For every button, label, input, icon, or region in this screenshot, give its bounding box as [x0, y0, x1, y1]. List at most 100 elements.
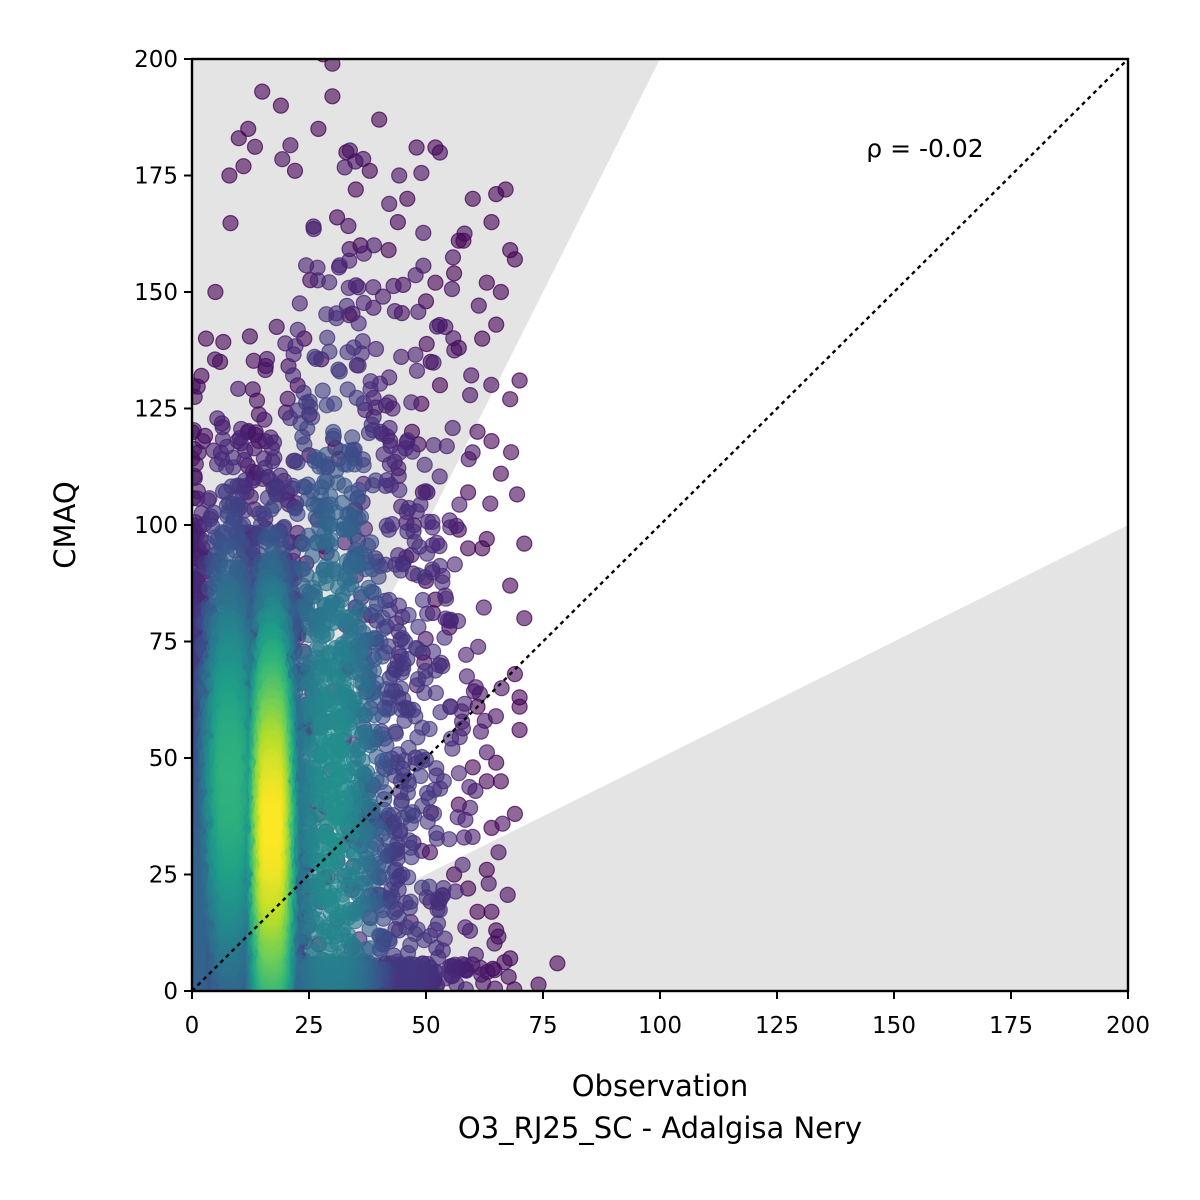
- data-point: [396, 712, 413, 729]
- data-point: [321, 274, 338, 291]
- data-point: [492, 773, 509, 790]
- data-point: [492, 465, 509, 482]
- data-point: [285, 346, 302, 363]
- data-point: [465, 683, 482, 700]
- data-point: [366, 603, 383, 621]
- data-point: [462, 387, 479, 404]
- data-point: [434, 574, 451, 591]
- data-point: [414, 591, 431, 609]
- data-point: [431, 144, 448, 161]
- data-point: [401, 832, 418, 849]
- data-point: [282, 137, 299, 154]
- data-point: [256, 411, 273, 428]
- data-point: [385, 277, 402, 295]
- data-point: [398, 503, 415, 521]
- data-point: [393, 664, 410, 681]
- data-point: [419, 605, 436, 622]
- data-point: [549, 955, 566, 972]
- data-point: [400, 606, 417, 624]
- data-point: [488, 754, 505, 771]
- data-point: [429, 318, 446, 335]
- data-point: [246, 138, 264, 155]
- data-point: [304, 409, 321, 426]
- data-point: [497, 181, 514, 198]
- data-points: [192, 59, 566, 991]
- data-point: [456, 225, 473, 242]
- data-point: [480, 875, 497, 892]
- data-point: [328, 310, 345, 327]
- data-point: [285, 367, 302, 384]
- data-point: [340, 279, 357, 296]
- data-point: [427, 274, 444, 291]
- data-point: [446, 556, 463, 573]
- data-point: [516, 610, 533, 627]
- data-point: [350, 357, 367, 374]
- data-point: [506, 251, 524, 268]
- data-point: [350, 315, 367, 332]
- data-point: [483, 214, 500, 231]
- data-point: [289, 454, 306, 471]
- data-point: [511, 721, 528, 739]
- data-point: [407, 267, 424, 284]
- data-point: [314, 382, 331, 399]
- data-point: [418, 335, 435, 353]
- data-point: [432, 704, 449, 721]
- data-point: [486, 935, 503, 952]
- data-point: [475, 599, 492, 616]
- data-point: [470, 297, 487, 314]
- data-point: [360, 424, 378, 442]
- data-point: [263, 501, 280, 518]
- data-point: [318, 625, 335, 643]
- data-point: [425, 354, 442, 371]
- data-point: [362, 381, 379, 398]
- data-point: [456, 829, 473, 846]
- data-point: [397, 633, 414, 650]
- data-point: [443, 280, 461, 298]
- data-point: [218, 459, 235, 476]
- data-point: [329, 474, 346, 491]
- data-point: [483, 376, 500, 393]
- data-point: [222, 215, 239, 232]
- data-point: [420, 513, 437, 530]
- data-point: [457, 919, 474, 936]
- data-point: [241, 328, 258, 345]
- data-point: [463, 367, 480, 384]
- data-point: [490, 844, 507, 861]
- data-point: [192, 388, 203, 405]
- data-point: [221, 167, 238, 184]
- data-point: [378, 517, 395, 534]
- data-point: [330, 259, 348, 276]
- data-point: [206, 351, 224, 368]
- data-point: [286, 162, 304, 179]
- data-point: [431, 468, 448, 485]
- data-point: [499, 886, 516, 904]
- data-point: [464, 759, 481, 776]
- data-point: [415, 224, 432, 241]
- data-point: [446, 342, 463, 359]
- data-point: [336, 159, 353, 176]
- data-point: [326, 395, 343, 412]
- data-point: [478, 744, 495, 761]
- data-point: [321, 343, 338, 360]
- data-point: [355, 245, 372, 262]
- data-point: [482, 495, 499, 512]
- data-point: [419, 813, 436, 830]
- data-point: [402, 893, 419, 910]
- data-point: [240, 120, 257, 137]
- data-point: [449, 809, 466, 826]
- data-point: [215, 333, 232, 351]
- data-point: [296, 436, 313, 453]
- data-point: [355, 294, 372, 311]
- data-point: [393, 794, 410, 812]
- data-point: [502, 577, 519, 594]
- data-point: [339, 344, 356, 361]
- data-point: [511, 698, 528, 715]
- data-point: [483, 903, 500, 920]
- data-point: [380, 242, 397, 259]
- data-point: [407, 346, 424, 363]
- data-point: [339, 381, 356, 398]
- data-point: [338, 552, 355, 570]
- data-point: [450, 765, 467, 782]
- data-point: [413, 164, 430, 182]
